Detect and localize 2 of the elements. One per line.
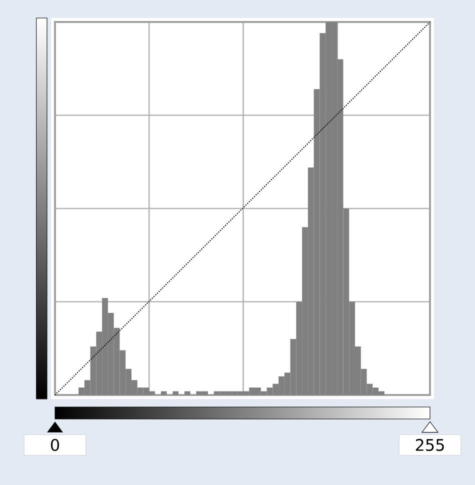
x-tick-label: 0	[50, 438, 60, 452]
x-tick-label: 255	[416, 438, 444, 452]
